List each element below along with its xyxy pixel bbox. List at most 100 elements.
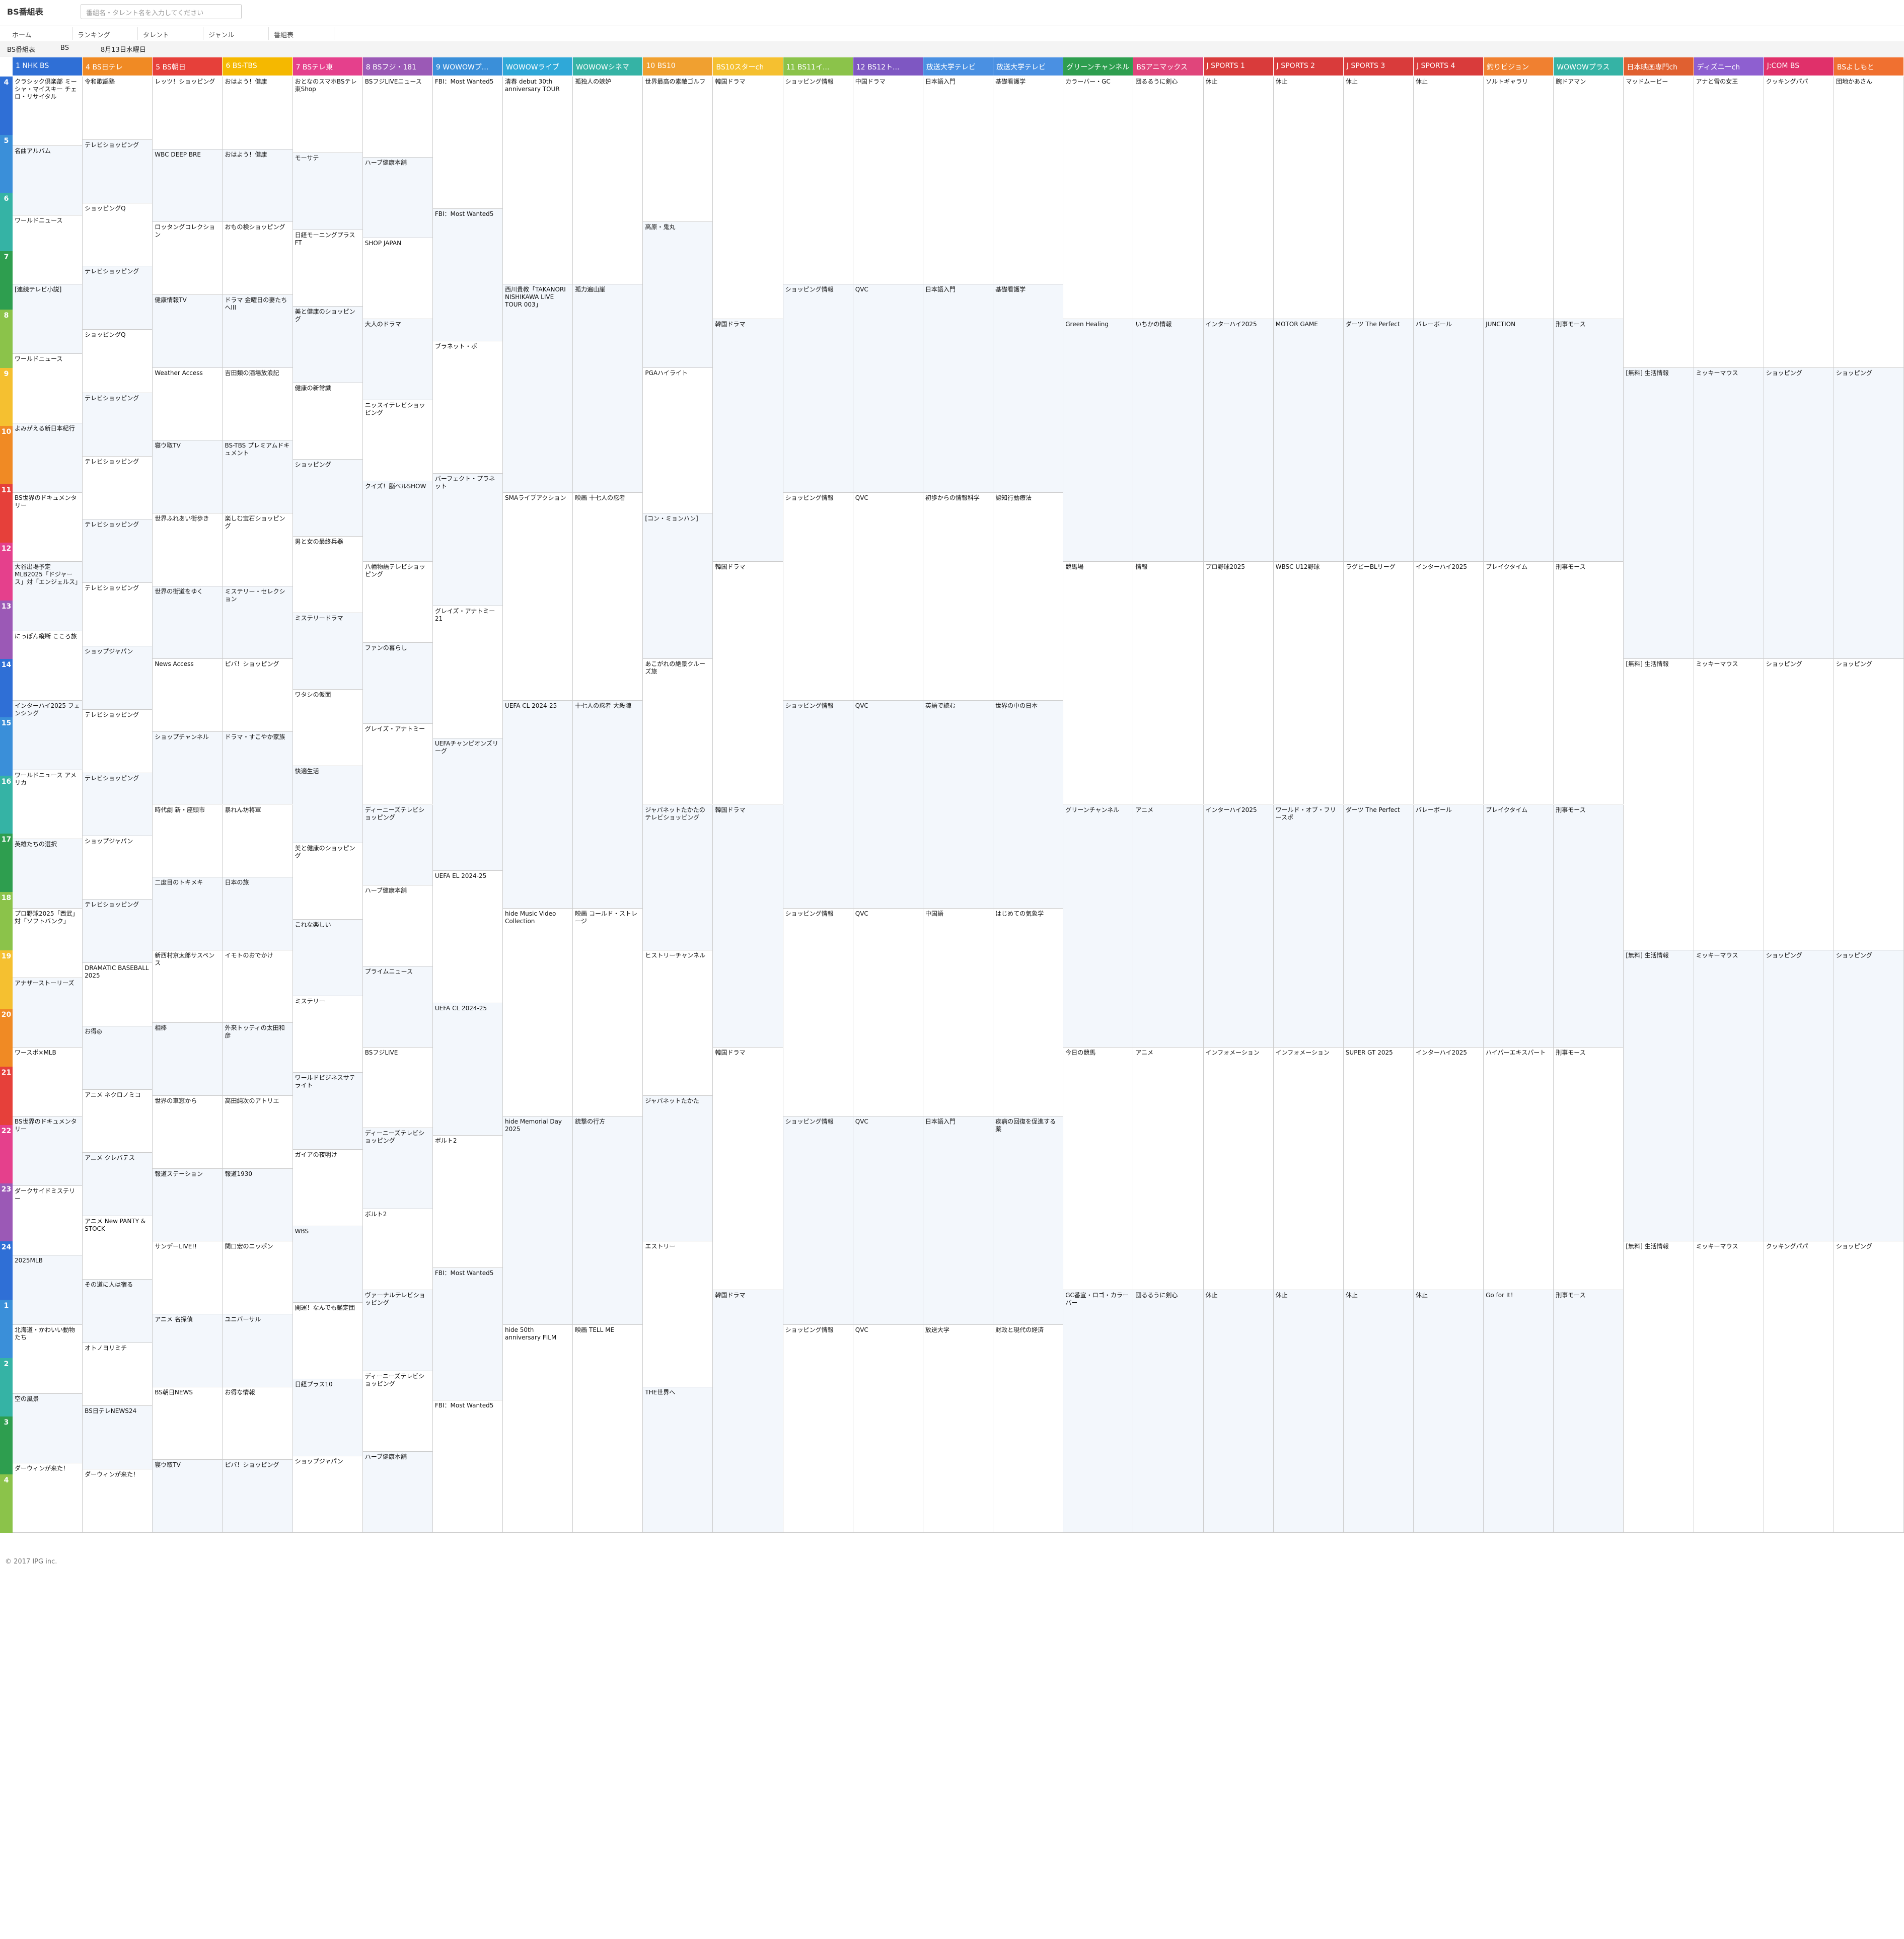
channel-header[interactable]: WOWOWシネマ [573, 57, 643, 76]
program-cell[interactable]: SUPER GT 2025 [1343, 1047, 1414, 1290]
program-cell[interactable]: ニッスイテレビショッピング [362, 400, 433, 481]
channel-header[interactable]: BSアニマックス [1133, 57, 1204, 76]
program-cell[interactable]: ラグビーBLリーグ [1343, 562, 1414, 805]
channel-header[interactable]: 5 BS朝日 [153, 57, 223, 76]
program-cell[interactable]: ショップジャパン [83, 836, 153, 900]
program-cell[interactable]: 報道ステーション [153, 1168, 223, 1242]
program-cell[interactable]: 男と女の最終兵器 [292, 536, 363, 613]
program-cell[interactable]: ショッピング情報 [783, 284, 853, 493]
program-cell[interactable]: エストリー [643, 1241, 713, 1387]
guide-select[interactable]: BS番組表 [7, 46, 35, 54]
channel-header[interactable]: BSよしもと [1834, 57, 1904, 76]
program-cell[interactable]: クイズ！脳ベルSHOW [362, 481, 433, 562]
channel-header[interactable]: 7 BSテレ東 [292, 57, 363, 76]
channel-header[interactable]: 釣りビジョン [1484, 57, 1554, 76]
program-cell[interactable]: アナザーストーリーズ [13, 978, 83, 1048]
logo[interactable]: BS番組表 [7, 7, 43, 17]
program-cell[interactable]: 刑事モース [1554, 1047, 1624, 1290]
program-cell[interactable]: 休止 [1273, 1290, 1344, 1533]
program-cell[interactable]: インターハイ2025 [1413, 1047, 1484, 1290]
program-cell[interactable]: ジャパネットたかた [643, 1096, 713, 1242]
program-cell[interactable]: BS朝日NEWS [153, 1387, 223, 1460]
channel-header[interactable]: WOWOWライブ [503, 57, 573, 76]
program-cell[interactable]: インフォメーション [1203, 1047, 1274, 1290]
channel-header[interactable]: 1 NHK BS [13, 57, 83, 76]
program-cell[interactable]: ブレイクタイム [1484, 562, 1554, 805]
program-cell[interactable]: 清春 debut 30th anniversary TOUR [503, 77, 573, 285]
program-cell[interactable]: FBI：Most Wanted5 [432, 1400, 503, 1533]
program-cell[interactable]: ワースポ×MLB [13, 1047, 83, 1117]
program-cell[interactable]: ソルトギャラリ [1484, 77, 1554, 320]
program-cell[interactable]: THE世界へ [643, 1387, 713, 1533]
program-cell[interactable]: 世界ふれあい街歩き [153, 513, 223, 586]
program-cell[interactable]: ミステリー・セレクション [223, 586, 293, 659]
program-cell[interactable]: クラシック倶楽部 ミーシャ・マイスキー チェロ・リサイタル [13, 77, 83, 146]
program-cell[interactable]: ショッピングQ [83, 203, 153, 267]
program-cell[interactable]: 日経プラス10 [292, 1379, 363, 1456]
program-cell[interactable]: JUNCTION [1484, 319, 1554, 562]
program-cell[interactable]: オトノヨリミチ [83, 1343, 153, 1406]
program-cell[interactable]: 刑事モース [1554, 1290, 1624, 1533]
program-cell[interactable]: ドラマ 金曜日の妻たちへIII [223, 294, 293, 368]
program-cell[interactable]: ブラネット・ボ [432, 341, 503, 474]
program-cell[interactable]: 楽しむ宝石ショッピング [223, 513, 293, 586]
program-cell[interactable]: ファンの暮らし [362, 643, 433, 724]
program-cell[interactable]: ワールドビジネスサテライト [292, 1073, 363, 1150]
program-cell[interactable]: ハーブ健康本舗 [362, 157, 433, 239]
program-cell[interactable]: ディーニーズテレビショッピング [362, 1371, 433, 1452]
program-cell[interactable]: ハーブ健康本舗 [362, 885, 433, 966]
program-cell[interactable]: 休止 [1413, 77, 1484, 320]
program-cell[interactable]: ダークサイドミステリー [13, 1186, 83, 1255]
program-cell[interactable]: テレビショッピング [83, 709, 153, 773]
program-cell[interactable]: ショッピング情報 [783, 492, 853, 701]
program-cell[interactable]: 大谷出場予定 MLB2025「ドジャース」対「エンジェルス」 [13, 562, 83, 632]
program-cell[interactable]: QVC [853, 492, 923, 701]
program-cell[interactable]: プロ野球2025 [1203, 562, 1274, 805]
program-cell[interactable]: おはよう！健康 [223, 77, 293, 150]
program-cell[interactable]: 英雄たちの選択 [13, 839, 83, 909]
program-cell[interactable]: アニメ New PANTY & STOCK [83, 1216, 153, 1280]
program-cell[interactable]: 北海道・かわいい動物たち [13, 1324, 83, 1394]
program-cell[interactable]: 西川貴教「TAKANORI NISHIKAWA LIVE TOUR 003」 [503, 284, 573, 493]
program-cell[interactable]: 新西村京太郎サスペンス [153, 950, 223, 1023]
program-cell[interactable]: ボルト2 [432, 1136, 503, 1268]
program-cell[interactable]: UEFA CL 2024-25 [503, 700, 573, 909]
program-cell[interactable]: UEFAチャンピオンズリーグ [432, 738, 503, 871]
program-cell[interactable]: 基礎看護学 [993, 77, 1064, 285]
program-cell[interactable]: 放送大学 [923, 1324, 994, 1533]
nav-tab[interactable]: ホーム [7, 27, 72, 40]
channel-header[interactable]: WOWOWプラス [1554, 57, 1624, 76]
program-cell[interactable]: 開運！なんでも鑑定団 [292, 1303, 363, 1380]
program-cell[interactable]: おはよう！健康 [223, 149, 293, 222]
program-cell[interactable]: アニメ 名探偵 [153, 1314, 223, 1387]
program-cell[interactable]: 財政と現代の経済 [993, 1324, 1064, 1533]
program-cell[interactable]: ショップジャパン [292, 1456, 363, 1533]
program-cell[interactable]: サンデーLIVE!! [153, 1241, 223, 1315]
program-cell[interactable]: グリーンチャンネル [1063, 804, 1134, 1048]
program-cell[interactable]: ショッピング情報 [783, 1324, 853, 1533]
program-cell[interactable]: アニメ [1133, 1047, 1204, 1290]
program-cell[interactable]: PGAハイライト [643, 367, 713, 513]
program-cell[interactable]: 刑事モース [1554, 804, 1624, 1048]
program-cell[interactable]: DRAMATIC BASEBALL 2025 [83, 962, 153, 1026]
program-cell[interactable]: 日本の旅 [223, 877, 293, 950]
program-cell[interactable]: 時代劇 新・座頭市 [153, 804, 223, 878]
channel-header[interactable]: J SPORTS 1 [1203, 57, 1274, 76]
program-cell[interactable]: 韓国ドラマ [713, 562, 783, 805]
program-cell[interactable]: 高田純次のアトリエ [223, 1096, 293, 1169]
program-cell[interactable]: QVC [853, 700, 923, 909]
program-cell[interactable]: 映画 コールド・ストレージ [573, 909, 643, 1117]
program-cell[interactable]: 休止 [1343, 77, 1414, 320]
program-cell[interactable]: 高原・鬼丸 [643, 222, 713, 368]
program-cell[interactable]: [無料] 生活情報 [1624, 659, 1694, 950]
program-cell[interactable]: 令和歌謡塾 [83, 77, 153, 140]
program-cell[interactable]: テレビショッピング [83, 583, 153, 647]
program-cell[interactable]: ミッキーマウス [1694, 367, 1764, 659]
program-cell[interactable]: ミステリードラマ [292, 613, 363, 690]
program-cell[interactable]: 休止 [1203, 1290, 1274, 1533]
program-cell[interactable]: にっぽん縦断 こころ旅 [13, 631, 83, 701]
program-cell[interactable]: BS世界のドキュメンタリー [13, 492, 83, 562]
program-cell[interactable]: FBI：Most Wanted5 [432, 209, 503, 341]
program-cell[interactable]: [連続テレビ小説] [13, 284, 83, 354]
program-cell[interactable]: パーフェクト・プラネット [432, 474, 503, 606]
